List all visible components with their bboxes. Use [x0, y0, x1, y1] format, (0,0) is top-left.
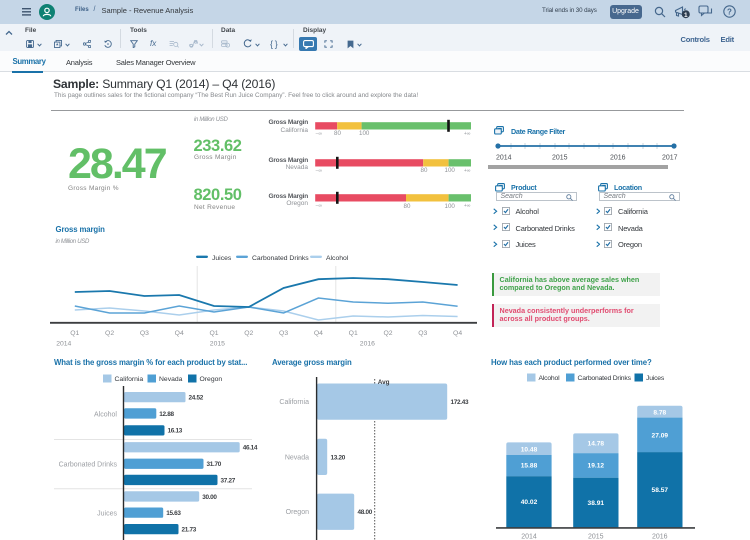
svg-text:Q3: Q3	[140, 330, 149, 337]
svg-text:Alcohol: Alcohol	[326, 255, 349, 262]
svg-text:Juices: Juices	[97, 511, 117, 518]
svg-text:Juices: Juices	[646, 375, 665, 382]
svg-text:48.00: 48.00	[358, 509, 373, 516]
svg-text:Q4: Q4	[453, 330, 462, 337]
svg-text:Avg: Avg	[378, 379, 390, 386]
svg-text:California: California	[279, 399, 309, 406]
svg-text:10.48: 10.48	[521, 447, 538, 454]
svg-text:16.13: 16.13	[168, 428, 183, 435]
svg-text:40.02: 40.02	[521, 499, 538, 506]
svg-text:58.57: 58.57	[652, 487, 669, 494]
svg-text:Carbonated Drinks: Carbonated Drinks	[59, 462, 118, 469]
svg-text:30.00: 30.00	[202, 494, 217, 501]
svg-text:Alcohol: Alcohol	[94, 412, 117, 419]
svg-text:37.27: 37.27	[221, 477, 236, 484]
svg-text:15.63: 15.63	[166, 510, 181, 517]
svg-text:2015: 2015	[588, 534, 604, 540]
svg-text:Juices: Juices	[212, 255, 232, 262]
svg-text:21.73: 21.73	[182, 527, 197, 534]
svg-text:2015: 2015	[210, 341, 225, 348]
svg-text:Q2: Q2	[105, 330, 114, 337]
svg-text:?: ?	[727, 7, 732, 16]
svg-text:2016: 2016	[360, 341, 375, 348]
svg-text:2014: 2014	[496, 155, 512, 162]
svg-text:14.78: 14.78	[588, 441, 605, 448]
svg-text:Q3: Q3	[279, 330, 288, 337]
svg-text:Q1: Q1	[70, 330, 79, 337]
svg-text:27.09: 27.09	[652, 433, 669, 440]
svg-text:2016: 2016	[652, 534, 668, 540]
svg-text:12.88: 12.88	[159, 411, 174, 418]
svg-text:Nevada: Nevada	[285, 454, 309, 461]
svg-text:38.91: 38.91	[588, 500, 605, 507]
svg-text:Q4: Q4	[314, 330, 323, 337]
svg-text:Q2: Q2	[244, 330, 253, 337]
svg-text:46.14: 46.14	[243, 445, 258, 452]
svg-text:California: California	[115, 376, 144, 383]
svg-text:19.12: 19.12	[588, 463, 605, 470]
svg-text:Q1: Q1	[209, 330, 218, 337]
svg-text:2014: 2014	[521, 534, 537, 540]
svg-text:24.52: 24.52	[189, 395, 204, 402]
svg-text:Carbonated Drinks: Carbonated Drinks	[252, 255, 309, 262]
svg-text:172.43: 172.43	[451, 399, 469, 406]
svg-text:Oregon: Oregon	[200, 376, 223, 383]
svg-text:13.20: 13.20	[331, 454, 346, 461]
svg-text:Nevada: Nevada	[159, 376, 183, 383]
svg-text:2014: 2014	[56, 341, 71, 348]
svg-text:2016: 2016	[610, 155, 626, 162]
svg-text:1: 1	[684, 12, 688, 19]
svg-text:2017: 2017	[662, 155, 678, 162]
svg-text:Oregon: Oregon	[286, 509, 309, 516]
svg-text:15.88: 15.88	[521, 463, 538, 470]
svg-text:Q1: Q1	[349, 330, 358, 337]
svg-text:Q3: Q3	[418, 330, 427, 337]
svg-text:8.78: 8.78	[653, 410, 666, 417]
svg-text:2015: 2015	[552, 155, 568, 162]
svg-text:Alcohol: Alcohol	[539, 375, 561, 382]
svg-text:31.70: 31.70	[207, 461, 222, 468]
svg-text:Q2: Q2	[383, 330, 392, 337]
svg-text:Carbonated Drinks: Carbonated Drinks	[578, 375, 632, 382]
svg-text:Q4: Q4	[175, 330, 184, 337]
